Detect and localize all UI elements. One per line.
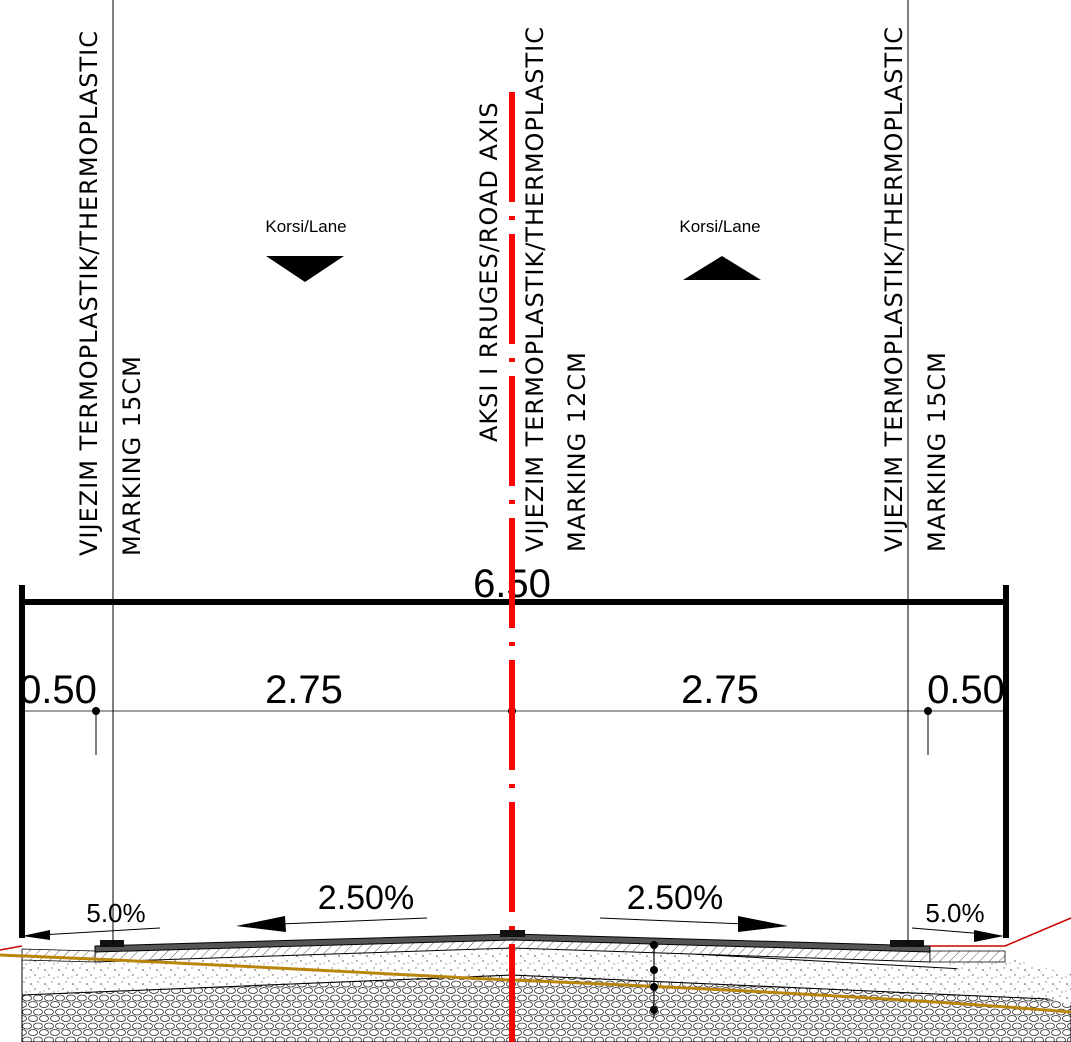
shoulder-left-width: 0.50: [19, 668, 97, 712]
axis-label-1: AKSI I RRUGES/ROAD AXIS: [475, 101, 503, 442]
slope-arrowhead-shoulder-left-icon: [22, 930, 50, 940]
layer-marker-node-3: [650, 983, 658, 991]
slope-arrow-shoulder-right: [911, 927, 986, 935]
marking-right-label-1: VIJEZIM TERMOPLASTIK/THERMOPLASTIC: [880, 26, 908, 552]
slope-arrow-shoulder-left: [39, 927, 161, 936]
lane-arrow-up-icon: [683, 256, 761, 280]
slope-shoulder-left: 5.0%: [86, 898, 145, 928]
layer-marker-node-1: [650, 941, 658, 949]
edge-marking-left: [100, 940, 124, 947]
lane-arrow-down-icon: [266, 256, 344, 282]
marking-right-label-2: MARKING 15CM: [923, 351, 951, 552]
embankment-edge-right: [930, 917, 1071, 947]
slope-lane-left: 2.50%: [318, 879, 414, 917]
slope-arrow-lane-right: [599, 917, 746, 925]
layer-marker-node-2: [650, 966, 658, 974]
slope-arrowhead-lane-left-icon: [236, 916, 286, 932]
lane-label-right: Korsi/Lane: [679, 217, 760, 236]
slope-arrowhead-shoulder-right-icon: [974, 930, 1004, 942]
shoulder-hatch-right: [929, 950, 1006, 963]
marking-left-label-1: VIJEZIM TERMOPLASTIK/THERMOPLASTIC: [75, 30, 103, 556]
embankment-edge-left: [0, 945, 23, 951]
slope-lane-right: 2.50%: [627, 879, 723, 917]
axis-label-2: VIJEZIM TERMOPLASTIK/THERMOPLASTIC: [521, 26, 549, 552]
slope-shoulder-right: 5.0%: [925, 898, 984, 928]
lane-label-left: Korsi/Lane: [265, 217, 346, 236]
center-marking: [500, 930, 525, 937]
lane-left-width: 2.75: [265, 668, 343, 712]
lane-right-width: 2.75: [681, 668, 759, 712]
slope-arrow-lane-left: [279, 917, 428, 925]
axis-label-3: MARKING 12CM: [563, 351, 591, 552]
shoulder-fill-right: [930, 958, 1071, 1005]
slope-arrowhead-lane-right-icon: [738, 916, 788, 932]
edge-marking-right: [890, 940, 924, 947]
shoulder-right-width: 0.50: [927, 668, 1005, 712]
layer-marker-node-4: [650, 1006, 658, 1014]
marking-left-label-2: MARKING 15CM: [118, 355, 146, 556]
